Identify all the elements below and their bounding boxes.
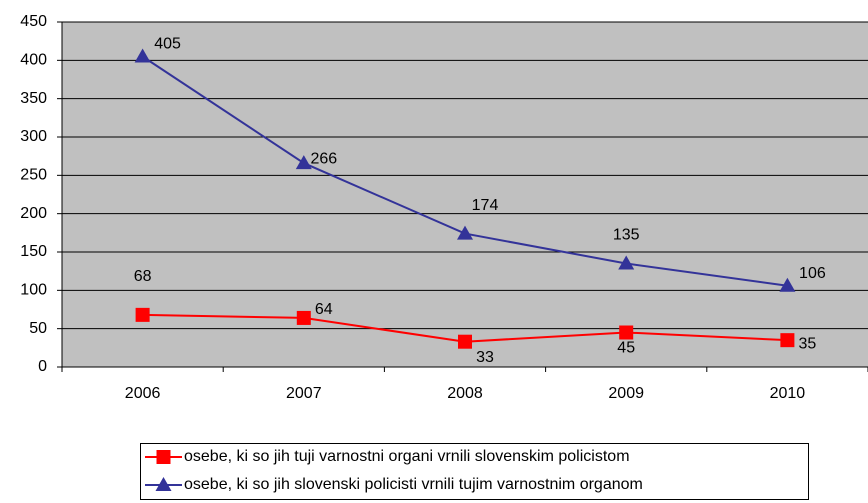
- data-label: 266: [310, 150, 337, 167]
- data-point: [296, 310, 311, 325]
- x-tick-label: 2009: [608, 385, 644, 402]
- data-label: 33: [476, 349, 494, 366]
- data-point: [780, 333, 795, 348]
- data-label: 64: [315, 301, 333, 318]
- data-point: [457, 225, 473, 240]
- y-tick-label: 250: [20, 167, 47, 184]
- legend-label: osebe, ki so jih slovenski policisti vrn…: [184, 476, 643, 493]
- data-label: 68: [134, 268, 152, 285]
- plot-area: [62, 22, 868, 367]
- x-tick-label: 2007: [286, 385, 322, 402]
- legend-box: [140, 443, 809, 500]
- y-tick-label: 50: [29, 320, 47, 337]
- y-tick-label: 400: [20, 52, 47, 69]
- legend-marker: [156, 450, 171, 464]
- data-label: 405: [154, 36, 181, 53]
- data-point: [779, 277, 796, 292]
- y-tick-label: 450: [20, 13, 47, 30]
- data-point: [458, 334, 472, 349]
- y-tick-label: 0: [38, 358, 47, 375]
- data-label: 45: [617, 340, 635, 357]
- x-tick-label: 2006: [125, 385, 161, 402]
- y-tick-label: 300: [20, 128, 47, 145]
- data-label: 106: [799, 265, 826, 282]
- data-label: 35: [799, 335, 817, 352]
- data-point: [619, 325, 634, 340]
- x-tick-label: 2008: [447, 385, 483, 402]
- y-tick-label: 200: [20, 205, 47, 222]
- data-point: [618, 255, 635, 270]
- legend-marker: [155, 477, 172, 491]
- y-tick-label: 350: [20, 90, 47, 107]
- y-tick-label: 100: [20, 282, 47, 299]
- data-label: 174: [472, 197, 499, 214]
- data-label: 135: [613, 227, 640, 244]
- x-tick-label: 2010: [770, 385, 806, 402]
- legend-label: osebe, ki so jih tuji varnostni organi v…: [184, 448, 630, 465]
- data-point: [295, 155, 312, 170]
- data-point: [134, 48, 151, 63]
- data-point: [135, 307, 150, 322]
- y-tick-label: 150: [20, 243, 47, 260]
